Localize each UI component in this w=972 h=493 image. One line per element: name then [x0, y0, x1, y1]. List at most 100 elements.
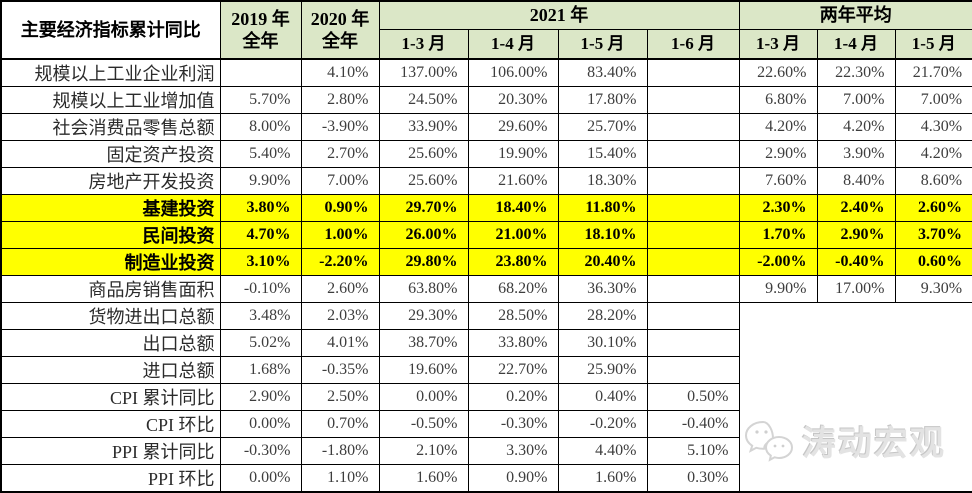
cell-value: 2.70% [300, 140, 380, 168]
cell-value: 7.00% [300, 167, 380, 195]
cell-value: 4.01% [300, 329, 380, 357]
cell-value: 4.20% [816, 113, 896, 141]
cell-value: -0.40% [646, 410, 740, 438]
table-row: 固定资产投资 5.40% 2.70% 25.60% 19.90% 15.40% 2.90% 3… [0, 140, 972, 168]
cell-value: -0.40% [816, 248, 896, 276]
cell-value: 20.30% [467, 86, 559, 114]
cell-value: 25.70% [557, 113, 648, 141]
cell-value: 23.80% [467, 248, 559, 276]
row-label: 房地产开发投资 [0, 167, 221, 195]
cell-value: 9.90% [738, 275, 818, 303]
cell-value: 1.60% [378, 464, 469, 493]
row-label: 社会消费品零售总额 [0, 113, 221, 141]
cell-value: 1.70% [738, 221, 818, 249]
cell-value [219, 58, 302, 87]
cell-value: 21.00% [467, 221, 559, 249]
cell-value: 33.90% [378, 113, 469, 141]
row-label: CPI 累计同比 [0, 383, 221, 411]
header-2019-year: 2019 年 [231, 8, 290, 29]
cell-value: 19.90% [467, 140, 559, 168]
cell-value: 9.90% [219, 167, 302, 195]
cell-value: 8.60% [894, 167, 972, 195]
cell-value [646, 194, 740, 222]
cell-value: 0.40% [557, 383, 648, 411]
cell-value: 0.70% [300, 410, 380, 438]
cell-value [646, 248, 740, 276]
row-label: 规模以上工业企业利润 [0, 58, 221, 87]
table-row: 规模以上工业企业利润 4.10% 137.00% 106.00% 83.40% 22.60… [0, 58, 972, 87]
cell-value: 4.40% [557, 437, 648, 465]
table-row: 商品房销售面积 -0.10% 2.60% 63.80% 68.20% 36.30% 9.90… [0, 275, 972, 303]
header-2019-fullyear: 全年 [242, 31, 279, 51]
header-month-avg-3: 1-5 月 [894, 28, 972, 60]
row-label: 基建投资 [0, 194, 221, 222]
row-label: 出口总额 [0, 329, 221, 357]
cell-value: 1.10% [300, 464, 380, 493]
cell-value: 2.90% [816, 221, 896, 249]
merged-empty-cell [738, 302, 972, 493]
cell-value: 0.30% [646, 464, 740, 493]
cell-value: 29.30% [378, 302, 469, 330]
cell-value: 15.40% [557, 140, 648, 168]
cell-value: 5.10% [646, 437, 740, 465]
cell-value: 30.10% [557, 329, 648, 357]
row-label: 进口总额 [0, 356, 221, 384]
cell-value: 38.70% [378, 329, 469, 357]
cell-value [646, 221, 740, 249]
cell-value: 0.50% [646, 383, 740, 411]
cell-value: 137.00% [378, 58, 469, 87]
table-row: 出口总额 5.02% 4.01% 38.70% 33.80% 30.10% [0, 329, 972, 357]
table-row: CPI 累计同比 2.90% 2.50% 0.00% 0.20% 0.40% 0.50% [0, 383, 972, 411]
cell-value: 106.00% [467, 58, 559, 87]
header-2020-year: 2020 年 [310, 8, 370, 29]
table-row: CPI 环比 0.00% 0.70% -0.50% -0.30% -0.20% -0.40% [0, 410, 972, 438]
cell-value: 29.80% [378, 248, 469, 276]
cell-value [646, 140, 740, 168]
row-label: 固定资产投资 [0, 140, 221, 168]
cell-value: 3.10% [219, 248, 302, 276]
cell-value: 0.00% [219, 464, 302, 493]
cell-value: 26.00% [378, 221, 469, 249]
table-row: 基建投资 3.80% 0.90% 29.70% 18.40% 11.80% 2.30% 2.4… [0, 194, 972, 222]
cell-value: 1.68% [219, 356, 302, 384]
cell-value [646, 113, 740, 141]
cell-value [646, 329, 740, 357]
header-two-year-avg-group: 两年平均 [738, 0, 972, 30]
cell-value: 68.20% [467, 275, 559, 303]
cell-value: 36.30% [557, 275, 648, 303]
cell-value: 4.20% [738, 113, 818, 141]
row-label: 制造业投资 [0, 248, 221, 276]
cell-value: 20.40% [557, 248, 648, 276]
cell-value: 2.40% [816, 194, 896, 222]
cell-value: 18.30% [557, 167, 648, 195]
cell-value: 2.80% [300, 86, 380, 114]
header-2020-fullyear: 全年 [322, 31, 358, 51]
header-month-2021-3: 1-5 月 [557, 28, 648, 60]
row-label: 规模以上工业增加值 [0, 86, 221, 114]
header-2021-group: 2021 年 [378, 0, 740, 30]
cell-value: 19.60% [378, 356, 469, 384]
table-row: 进口总额 1.68% -0.35% 19.60% 22.70% 25.90% [0, 356, 972, 384]
header-month-avg-1: 1-3 月 [738, 28, 818, 60]
cell-value: 0.60% [894, 248, 972, 276]
cell-value: 2.30% [738, 194, 818, 222]
cell-value: 18.10% [557, 221, 648, 249]
cell-value: 25.60% [378, 140, 469, 168]
cell-value: 4.30% [894, 113, 972, 141]
table-row: 规模以上工业增加值 5.70% 2.80% 24.50% 20.30% 17.80% 6.8… [0, 86, 972, 114]
header-month-2021-2: 1-4 月 [467, 28, 559, 60]
cell-value: 2.60% [300, 275, 380, 303]
row-label: 货物进出口总额 [0, 302, 221, 330]
cell-value: 5.70% [219, 86, 302, 114]
table-body: 规模以上工业企业利润 4.10% 137.00% 106.00% 83.40% 22.60… [0, 58, 972, 493]
cell-value: 3.90% [816, 140, 896, 168]
cell-value: 0.90% [467, 464, 559, 493]
cell-value: 28.20% [557, 302, 648, 330]
cell-value: 22.30% [816, 58, 896, 87]
cell-value: -2.20% [300, 248, 380, 276]
cell-value: 8.00% [219, 113, 302, 141]
cell-value: 18.40% [467, 194, 559, 222]
cell-value: -0.50% [378, 410, 469, 438]
cell-value: 24.50% [378, 86, 469, 114]
